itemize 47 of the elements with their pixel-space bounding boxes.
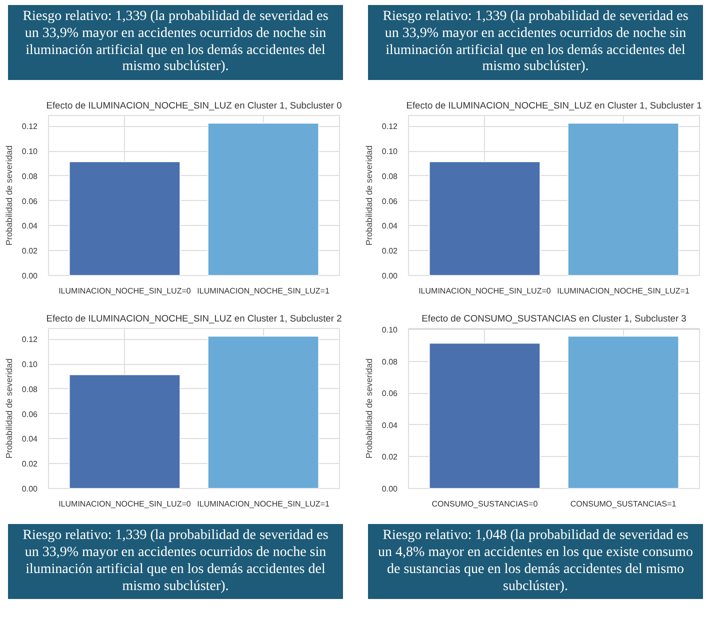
y-tick-label: 0.10 bbox=[382, 147, 398, 156]
x-tick-label: ILUMINACION_NOCHE_SIN_LUZ=0 bbox=[58, 500, 192, 509]
y-tick-label: 0.12 bbox=[22, 122, 38, 132]
y-tick-label: 0.06 bbox=[382, 197, 398, 206]
text: Riesgo relativo: 1,339 (la probabilidad de severidad es un 33,9% mayor en accidentes ocurridos de noche sin iluminación artificial que en los demás accidentes del mismo subclúster). bbox=[22, 528, 330, 596]
y-tick-label: 0.08 bbox=[22, 172, 38, 182]
y-axis-title: Probabilidad de severidad bbox=[4, 145, 14, 246]
y-tick-label: 0.02 bbox=[382, 452, 398, 462]
y-tick-label: 0.08 bbox=[22, 385, 38, 394]
y-tick-label: 0.00 bbox=[382, 484, 398, 494]
y-tick-label: 0.04 bbox=[382, 222, 398, 231]
y-tick-label: 0.06 bbox=[22, 410, 38, 420]
y-tick-label: 0.00 bbox=[22, 484, 38, 494]
y-tick-label: 0.02 bbox=[22, 246, 38, 256]
y-tick-label: 0.02 bbox=[382, 246, 398, 256]
text: Riesgo relativo: 1,048 (la probabilidad de severidad es un 4,8% mayor en accidentes en los que existe consumo de sustancias que en los demás accidentes del mismo subclúster). bbox=[377, 528, 694, 596]
chart-title: Efecto de ILUMINACION_NOCHE_SIN_LUZ en Cluster 1, Subcluster 1 bbox=[406, 100, 702, 111]
y-tick-label: 0.12 bbox=[22, 335, 38, 344]
x-tick-label: ILUMINACION_NOCHE_SIN_LUZ=1 bbox=[557, 286, 690, 296]
y-tick-label: 0.08 bbox=[382, 172, 398, 182]
y-tick-label: 0.00 bbox=[22, 272, 38, 281]
y-tick-label: 0.00 bbox=[382, 272, 398, 281]
x-tick-label: CONSUMO_SUSTANCIAS=0 bbox=[432, 500, 538, 509]
x-tick-label: ILUMINACION_NOCHE_SIN_LUZ=1 bbox=[197, 286, 330, 296]
y-tick-label: 0.12 bbox=[382, 122, 398, 132]
chart-title: Efecto de ILUMINACION_NOCHE_SIN_LUZ en Cluster 1, Subcluster 0 bbox=[46, 100, 342, 111]
y-tick-label: 0.10 bbox=[382, 326, 398, 335]
y-tick-label: 0.02 bbox=[22, 460, 38, 469]
y-axis-title: Probabilidad de severidad bbox=[4, 358, 14, 459]
chart-title: Efecto de CONSUMO_SUSTANCIAS en Cluster 1, Subcluster 3 bbox=[422, 314, 686, 324]
x-tick-label: CONSUMO_SUSTANCIAS=1 bbox=[570, 500, 677, 509]
y-tick-label: 0.04 bbox=[22, 434, 38, 444]
y-tick-label: 0.08 bbox=[382, 358, 398, 367]
y-tick-label: 0.06 bbox=[22, 197, 38, 206]
x-tick-label: ILUMINACION_NOCHE_SIN_LUZ=0 bbox=[58, 286, 192, 296]
y-axis-title: Probabilidad de severidad bbox=[364, 145, 374, 246]
x-tick-label: ILUMINACION_NOCHE_SIN_LUZ=0 bbox=[418, 286, 552, 296]
y-tick-label: 0.04 bbox=[22, 222, 38, 231]
chart-title: Efecto de ILUMINACION_NOCHE_SIN_LUZ en Cluster 1, Subcluster 2 bbox=[46, 314, 342, 324]
y-tick-label: 0.06 bbox=[382, 389, 398, 398]
y-axis-title: Probabilidad de severidad bbox=[364, 358, 374, 459]
y-tick-label: 0.10 bbox=[22, 147, 38, 156]
text: Riesgo relativo: 1,339 (la probabilidad de severidad es un 33,9% mayor en accidentes ocurridos de noche sin iluminación artificial que en los demás accidentes del mismo subclúster). bbox=[22, 9, 330, 76]
x-tick-label: ILUMINACION_NOCHE_SIN_LUZ=1 bbox=[197, 500, 330, 509]
text: Riesgo relativo: 1,339 (la probabilidad de severidad es un 33,9% mayor en accidentes ocurridos de noche sin iluminación artificial que en los demás accidentes del mismo subclúster). bbox=[382, 9, 690, 76]
y-tick-label: 0.10 bbox=[22, 360, 38, 370]
y-tick-label: 0.04 bbox=[382, 421, 398, 430]
